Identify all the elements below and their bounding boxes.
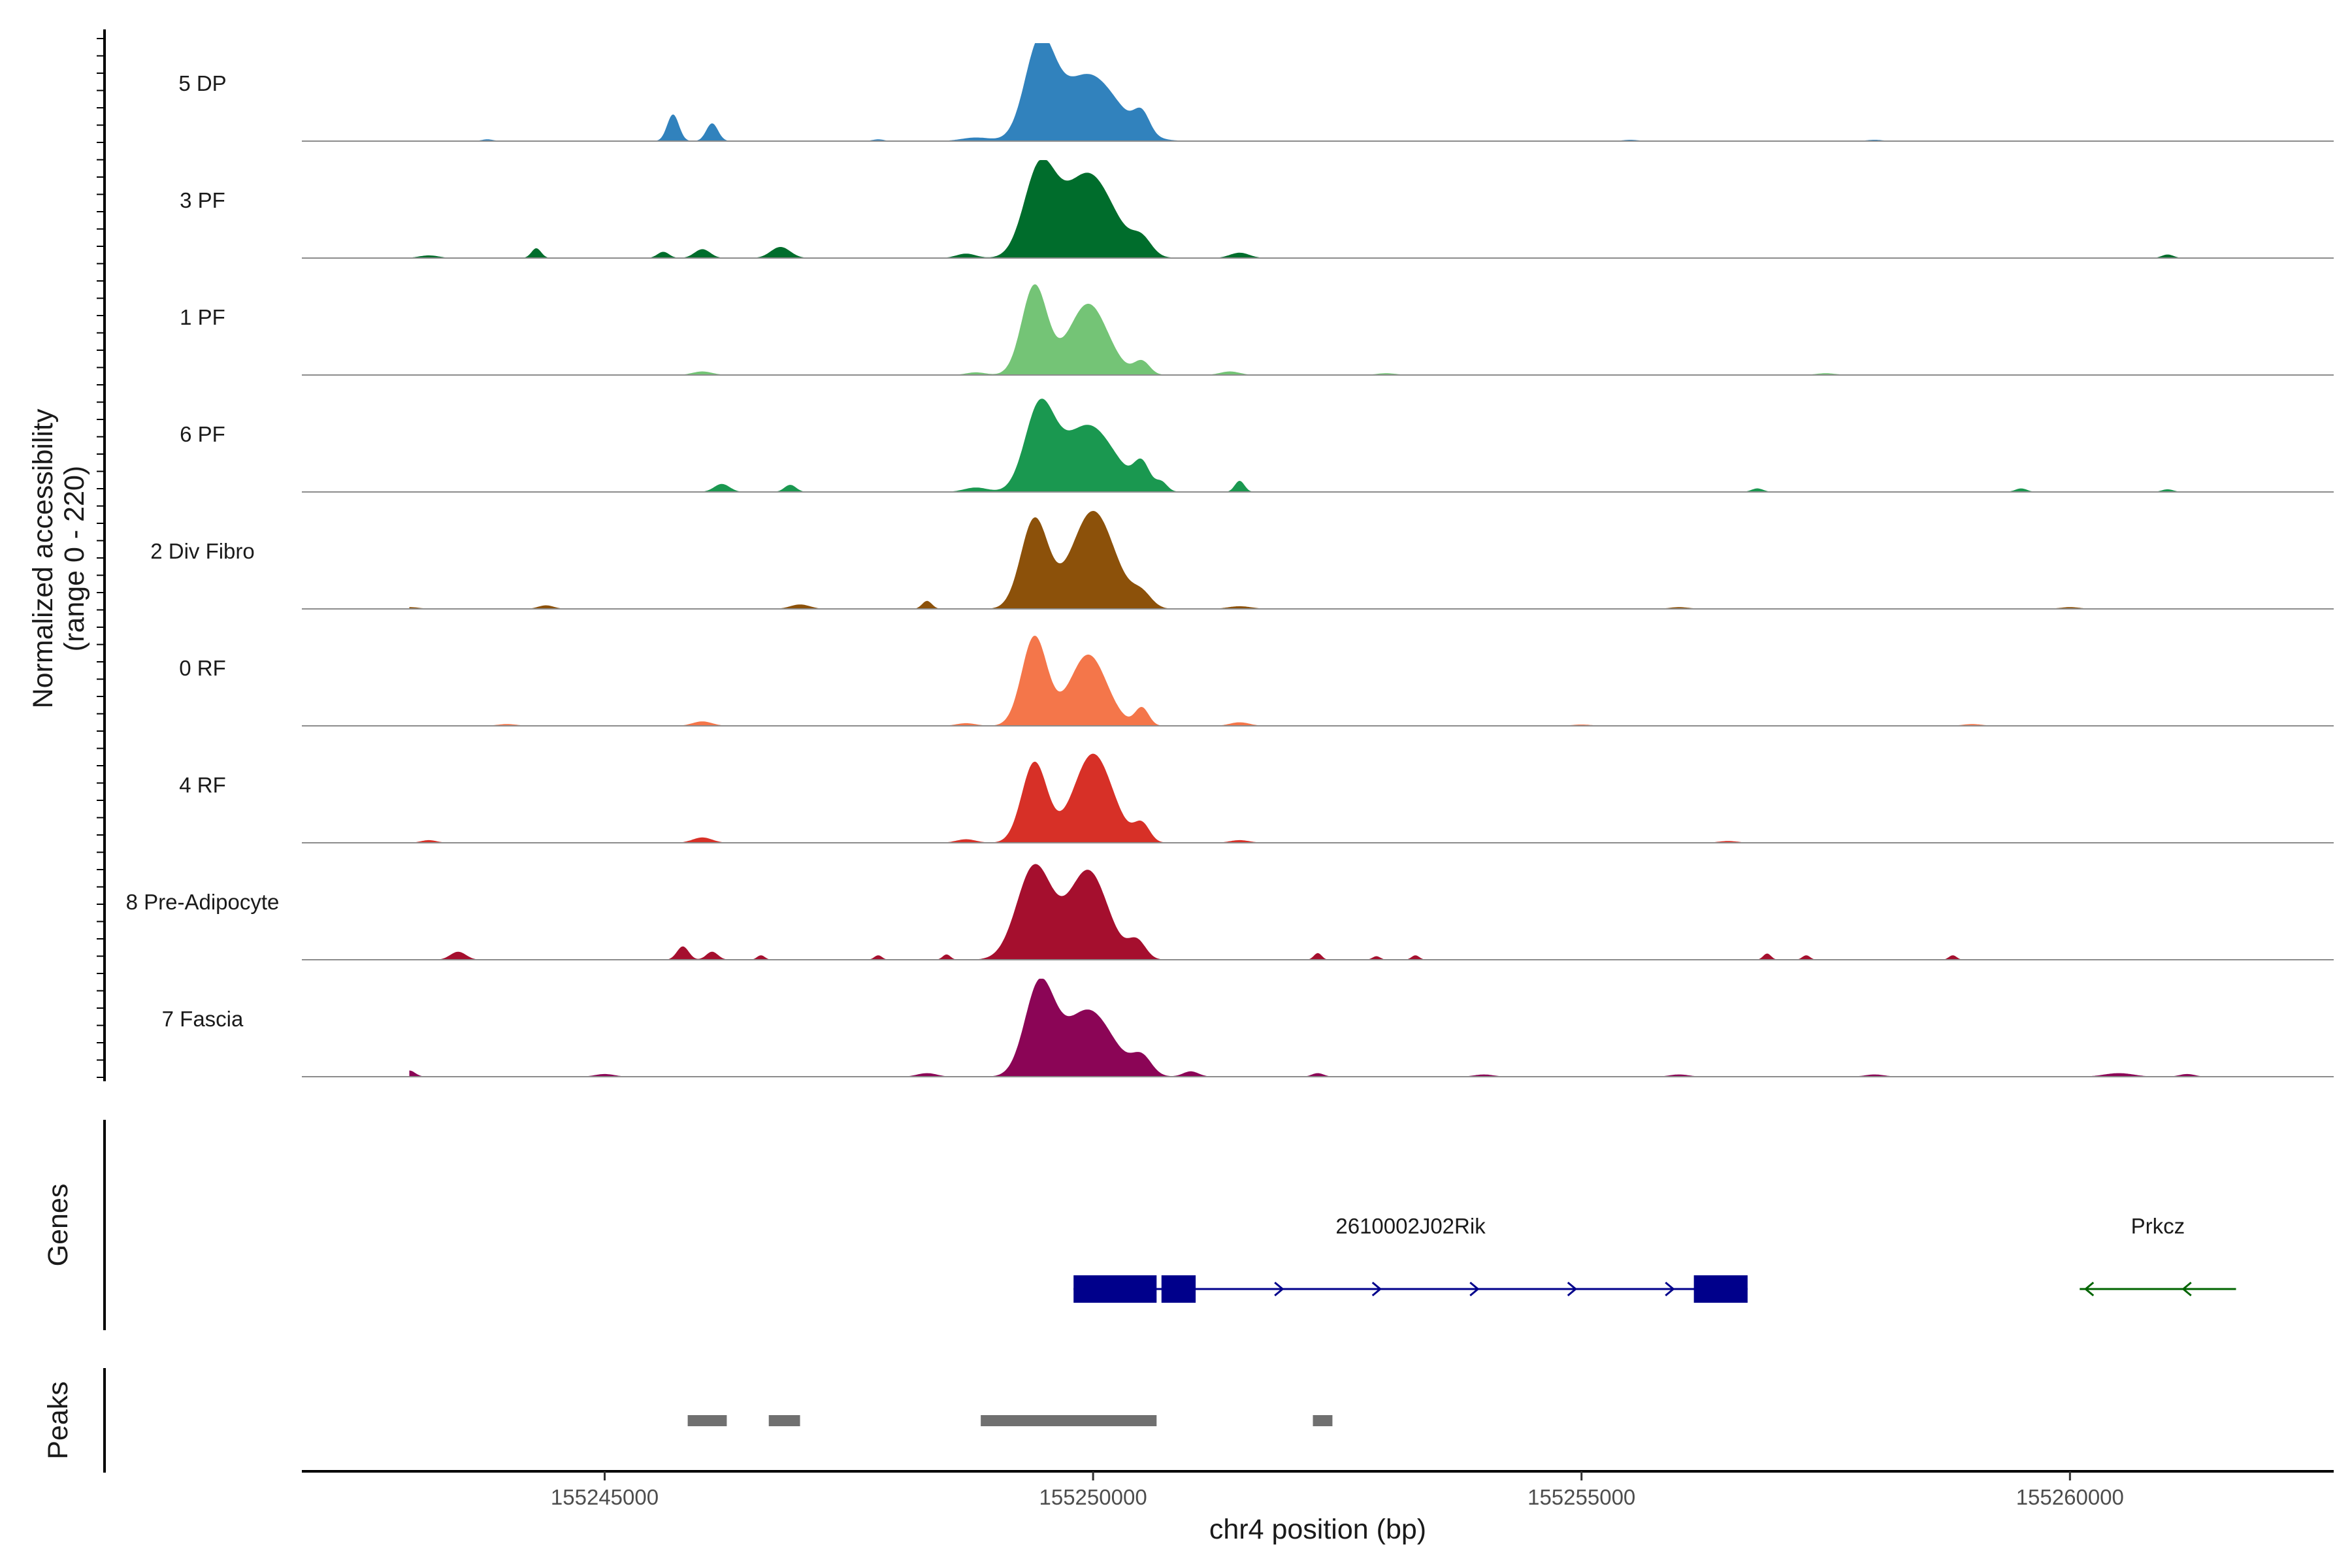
gene-label: Prkcz [2131, 1214, 2185, 1238]
track-label: 2 Div Fibro [150, 539, 255, 563]
coverage-area-1-pf [409, 284, 2266, 375]
track-6-pf: 6 PF [180, 399, 2334, 493]
x-tick-label: 155260000 [2016, 1485, 2124, 1509]
strand-arrow [1274, 1281, 1284, 1297]
coverage-area-5-dp [409, 43, 2266, 141]
track-5-dp: 5 DP [178, 43, 2334, 142]
coverage-area-2-div-fibro [409, 511, 2266, 609]
strand-arrow [1079, 1281, 1089, 1297]
track-label: 7 Fascia [162, 1007, 244, 1031]
track-label: 3 PF [180, 188, 225, 212]
x-axis-ticks: 155245000 155250000 155255000 155260000 [551, 1471, 2124, 1509]
coverage-area-3-pf [409, 160, 2266, 258]
coverage-tracks: 5 DP 3 PF 1 PF 6 PF 2 Div Fibro 0 RF 4 RF 8 Pre… [126, 43, 2334, 1077]
coverage-area-8-pre-adipocyte [409, 864, 2266, 960]
track-1-pf: 1 PF [180, 284, 2334, 376]
track-label: 5 DP [178, 71, 226, 95]
strand-arrow [1371, 1281, 1382, 1297]
strand-arrow [2181, 1281, 2192, 1297]
track-label: 0 RF [179, 656, 226, 680]
track-4-rf: 4 RF [179, 753, 2334, 843]
gene-exon [1693, 1275, 1748, 1303]
strand-arrow [2083, 1281, 2095, 1297]
peak-region [1313, 1415, 1333, 1426]
y-axis-title: Normalized accessibility [27, 408, 59, 708]
track-label: 1 PF [180, 305, 225, 329]
x-axis-title: chr4 position (bp) [1209, 1514, 1426, 1545]
track-7-fascia: 7 Fascia [162, 979, 2334, 1077]
y-axis-range: (range 0 - 220) [59, 466, 90, 651]
x-tick-label: 155245000 [551, 1485, 659, 1509]
gene-2610002j02rik: 2610002J02Rik [1073, 1214, 1748, 1303]
genes-panel: 2610002J02Rik Prkcz [1073, 1214, 2236, 1303]
coverage-area-0-rf [409, 636, 2266, 726]
gene-prkcz: Prkcz [2080, 1214, 2236, 1297]
strand-arrow [1469, 1281, 1480, 1297]
gene-exon [1161, 1275, 1196, 1303]
track-2-div-fibro: 2 Div Fibro [150, 511, 2334, 610]
track-0-rf: 0 RF [179, 636, 2334, 727]
coverage-area-4-rf [409, 753, 2266, 843]
peak-region [768, 1415, 800, 1426]
track-label: 8 Pre-Adipocyte [126, 890, 280, 914]
track-3-pf: 3 PF [180, 160, 2334, 259]
track-8-pre-adipocyte: 8 Pre-Adipocyte [126, 864, 2334, 960]
genes-panel-label: Genes [42, 1184, 74, 1267]
peaks-panel-label: Peaks [42, 1381, 74, 1460]
strand-arrow [1665, 1281, 1675, 1297]
track-label: 4 RF [179, 773, 226, 797]
peak-region [981, 1415, 1157, 1426]
strand-arrow [1176, 1281, 1187, 1297]
x-tick-label: 155250000 [1039, 1485, 1147, 1509]
strand-arrow [1567, 1281, 1578, 1297]
coverage-area-6-pf [409, 399, 2266, 492]
peaks-panel [687, 1415, 1333, 1426]
y-axis-ruler [97, 29, 106, 1081]
gene-label: 2610002J02Rik [1335, 1214, 1486, 1238]
coverage-area-7-fascia [409, 979, 2266, 1077]
x-tick-label: 155255000 [1527, 1485, 1635, 1509]
peak-region [687, 1415, 727, 1426]
track-label: 6 PF [180, 422, 225, 446]
